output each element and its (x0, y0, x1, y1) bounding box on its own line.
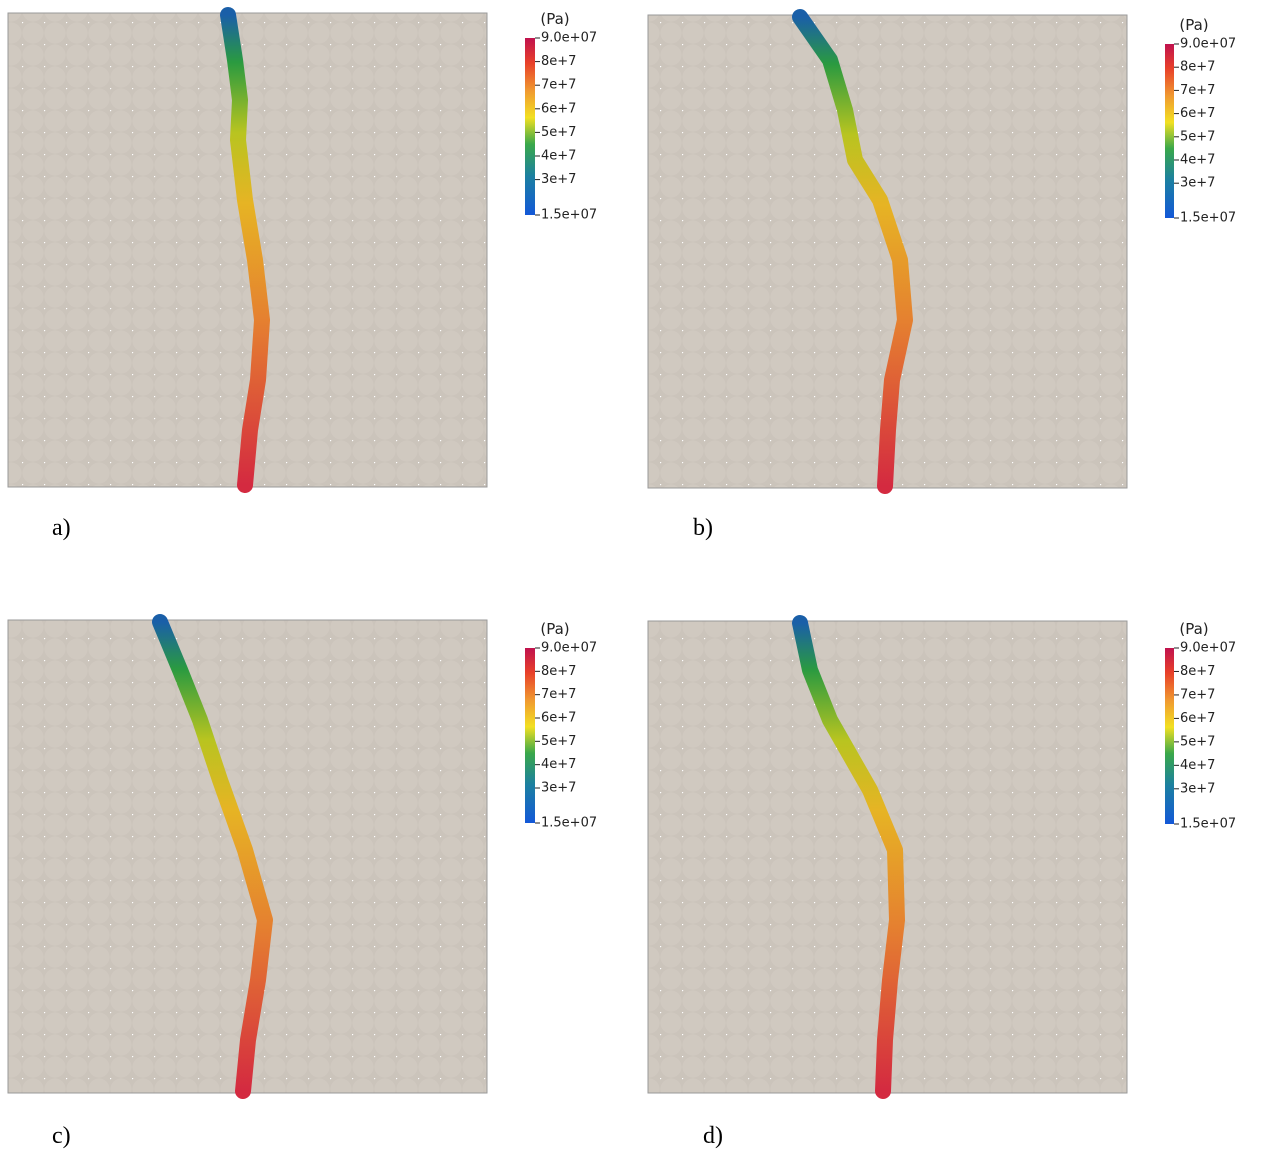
colorbar-tick-label: 8e+7 (541, 54, 576, 69)
colorbar-tick-label: 5e+7 (1180, 129, 1215, 144)
colorbar-tick-label: 1.5e+07 (1180, 211, 1236, 226)
colorbar-title: (Pa) (540, 10, 569, 28)
panel: (Pa) 9.0e+07 8e+7 7e+7 6e+7 5e+7 4e+7 3e+7 1.5e+… (7, 7, 597, 541)
colorbar-tick-label: 1.5e+07 (541, 208, 597, 223)
colorbar-tick-label: 9.0e+07 (541, 641, 597, 656)
panel: (Pa) 9.0e+07 8e+7 7e+7 6e+7 5e+7 4e+7 3e+7 1.5e+… (647, 615, 1236, 1149)
fracture (152, 614, 273, 1099)
colorbar-tick-label: 8e+7 (1180, 664, 1215, 679)
colorbar-tick-label: 4e+7 (1180, 758, 1215, 773)
colorbar-title: (Pa) (1179, 620, 1208, 638)
colorbar-tick-label: 4e+7 (541, 149, 576, 164)
colorbar-tick-label: 1.5e+07 (1180, 817, 1236, 832)
colorbar-tick-label: 5e+7 (541, 734, 576, 749)
fracture (792, 615, 905, 1099)
colorbar-tick-label: 7e+7 (1180, 83, 1215, 98)
colorbar-tick-label: 6e+7 (1180, 106, 1215, 121)
panel: (Pa) 9.0e+07 8e+7 7e+7 6e+7 5e+7 4e+7 3e+7 1.5e+… (7, 614, 597, 1149)
colorbar-tick-label: 5e+7 (1180, 734, 1215, 749)
panel-label: d) (703, 1123, 723, 1149)
colorbar-title: (Pa) (540, 620, 569, 638)
colorbar-tick-label: 1.5e+07 (541, 816, 597, 831)
colorbar-tick-label: 3e+7 (1180, 781, 1215, 796)
colorbar-tick-label: 8e+7 (541, 664, 576, 679)
colorbar-tick-label: 6e+7 (541, 711, 576, 726)
panel: (Pa) 9.0e+07 8e+7 7e+7 6e+7 5e+7 4e+7 3e+7 1.5e+… (647, 9, 1236, 541)
colorbar (525, 38, 535, 215)
colorbar-tick-label: 7e+7 (541, 687, 576, 702)
colorbar-tick-label: 3e+7 (541, 172, 576, 187)
colorbar-tick-label: 4e+7 (541, 757, 576, 772)
colorbar-tick-label: 9.0e+07 (1180, 37, 1236, 52)
colorbar-tick-label: 7e+7 (541, 78, 576, 93)
colorbar-tick-label: 9.0e+07 (541, 31, 597, 46)
panel-label: b) (693, 515, 713, 541)
colorbar (1165, 44, 1174, 218)
panel-label: c) (52, 1123, 71, 1149)
fracture (220, 7, 270, 493)
colorbar-tick-label: 8e+7 (1180, 60, 1215, 75)
colorbar (1165, 648, 1174, 824)
fracture (792, 9, 913, 494)
colorbar-tick-label: 3e+7 (541, 781, 576, 796)
colorbar-tick-label: 5e+7 (541, 125, 576, 140)
colorbar-tick-label: 6e+7 (541, 101, 576, 116)
colorbar-tick-label: 6e+7 (1180, 711, 1215, 726)
panel-label: a) (52, 515, 71, 541)
colorbar-tick-label: 3e+7 (1180, 176, 1215, 191)
colorbar-tick-label: 9.0e+07 (1180, 641, 1236, 656)
colorbar-title: (Pa) (1179, 16, 1208, 34)
colorbar-tick-label: 7e+7 (1180, 687, 1215, 702)
colorbar (525, 648, 535, 823)
colorbar-tick-label: 4e+7 (1180, 153, 1215, 168)
